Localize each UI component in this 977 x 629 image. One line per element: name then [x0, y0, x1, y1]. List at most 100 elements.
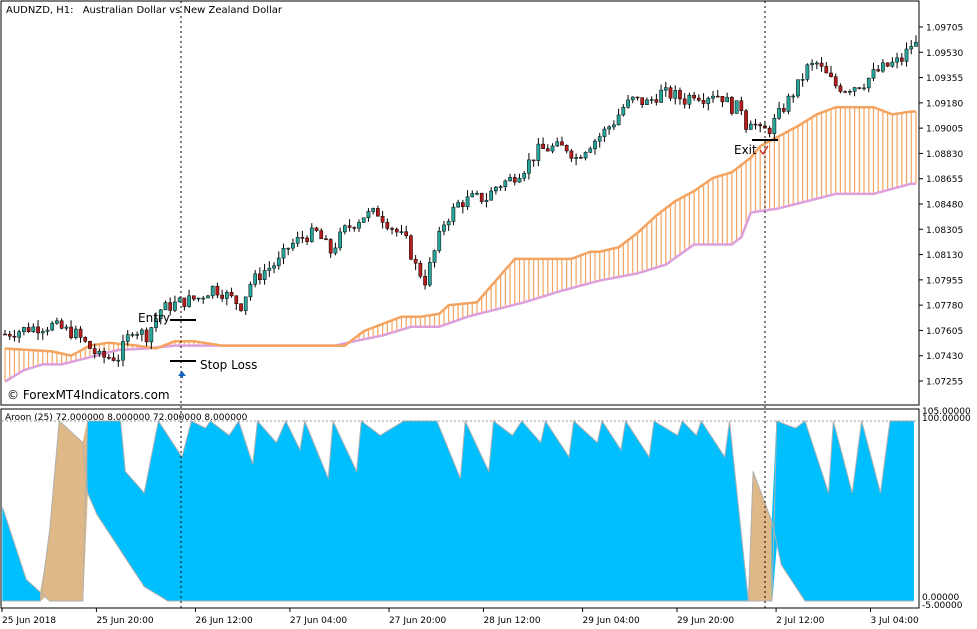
candle-body — [838, 85, 843, 92]
aroon-fill — [866, 438, 872, 602]
aroon-fill — [634, 434, 641, 602]
candle-body — [394, 228, 399, 233]
candle-body — [182, 297, 187, 307]
candle-body — [347, 225, 352, 228]
aroon-fill — [615, 441, 622, 602]
candle-body — [267, 267, 272, 271]
candle-body — [479, 192, 484, 202]
candle-body — [92, 348, 97, 354]
candle-body — [654, 99, 659, 103]
candle-body — [319, 230, 324, 240]
aroon-fill — [186, 420, 192, 602]
aroon-fill — [493, 420, 499, 602]
aroon-fill — [464, 420, 471, 602]
candle-body — [224, 292, 229, 299]
candle-body — [904, 48, 909, 62]
aroon-fill — [705, 427, 711, 602]
candle-body — [843, 91, 848, 93]
aroon-fill — [521, 420, 527, 602]
candle-body — [102, 350, 106, 358]
aroon-fill — [304, 420, 310, 602]
aroon-fill — [332, 420, 339, 602]
aroon-fill — [313, 443, 320, 602]
aroon-fill — [181, 438, 188, 602]
aroon-fill — [837, 438, 844, 602]
aroon-fill — [540, 420, 546, 602]
price-tick-label: 1.08830 — [926, 150, 963, 160]
candle-body — [730, 97, 734, 114]
candle-body — [460, 202, 465, 207]
candle-body — [593, 140, 597, 150]
aroon-fill — [776, 420, 782, 566]
price-tick-label: 1.08655 — [926, 175, 963, 185]
candle-body — [26, 327, 31, 332]
candle-body — [805, 64, 810, 80]
aroon-down-line — [2, 419, 914, 602]
aroon-fill — [535, 436, 542, 602]
candle-body — [352, 227, 357, 229]
aroon-fill — [115, 420, 121, 552]
aroon-fill — [469, 430, 475, 602]
candle-body — [154, 318, 158, 328]
time-tick-label: 25 Jun 2018 — [2, 616, 56, 626]
indicator-scale-zero: 0.00000 — [922, 593, 959, 603]
aroon-fill — [417, 420, 424, 602]
candle-body — [725, 97, 730, 103]
aroon-fill — [658, 423, 664, 602]
candle-body — [824, 66, 829, 74]
aroon-fill — [219, 427, 225, 602]
aroon-fill — [710, 434, 716, 602]
candle-body — [734, 100, 739, 114]
aroon-fill — [696, 420, 702, 602]
candle-body — [73, 328, 78, 339]
candle-body — [366, 211, 371, 219]
aroon-fill — [795, 424, 801, 595]
candle-body — [748, 123, 753, 130]
candle-body — [140, 329, 144, 335]
candle-body — [390, 228, 394, 230]
candle-body — [173, 301, 177, 311]
aroon-fill — [209, 420, 216, 602]
aroon-fill — [681, 420, 688, 602]
aroon-fill — [276, 431, 282, 602]
aroon-fill — [766, 509, 773, 602]
candle-body — [314, 227, 319, 231]
aroon-fill — [294, 440, 301, 602]
aroon-fill — [238, 420, 244, 602]
aroon-fill — [559, 441, 565, 602]
candle-body — [64, 326, 69, 329]
price-axis: 1.09705 1.09530 1.09355 1.09180 1.09005 1.088… — [919, 24, 963, 388]
aroon-fill — [379, 431, 386, 602]
candle-body — [781, 108, 786, 112]
candle-body — [376, 208, 380, 217]
aroon-fill — [799, 420, 806, 602]
candle-body — [116, 359, 121, 362]
candle-body — [701, 99, 706, 104]
candle-body — [328, 239, 333, 254]
aroon-fill — [323, 466, 329, 602]
aroon-fill — [375, 431, 381, 602]
candle-body — [753, 123, 758, 126]
aroon-fill — [233, 420, 239, 602]
aroon-fill — [644, 448, 650, 602]
candle-body — [83, 337, 88, 342]
aroon-fill — [497, 424, 504, 602]
aroon-fill — [384, 429, 391, 602]
symbol-description: Australian Dollar vs New Zealand Dollar — [83, 5, 283, 16]
time-tick-label: 26 Jun 12:00 — [196, 616, 253, 626]
candle-body — [635, 96, 640, 99]
candle-body — [272, 265, 276, 269]
candle-body — [97, 350, 102, 354]
chart-header: AUDNZD, H1: Australian Dollar vs New Zea… — [6, 5, 283, 16]
candle-body — [899, 57, 904, 62]
candle-body — [602, 128, 607, 137]
candle-body — [300, 237, 305, 239]
candle-body — [210, 285, 215, 297]
aroon-fill — [247, 449, 254, 602]
aroon-fill — [342, 441, 348, 602]
aroon-fill — [582, 428, 589, 602]
candle-body — [866, 77, 871, 89]
candle-body — [69, 326, 73, 339]
aroon-fill — [58, 420, 65, 602]
